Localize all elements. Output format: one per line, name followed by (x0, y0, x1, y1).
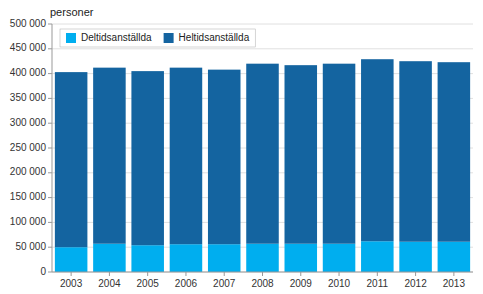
y-tick-label: 0 (40, 266, 46, 277)
y-tick (48, 123, 52, 124)
x-tick (262, 272, 263, 276)
y-tick-label: 500 000 (10, 18, 47, 29)
bar (55, 72, 88, 247)
x-tick-label: 2005 (137, 278, 160, 289)
y-tick (48, 197, 52, 198)
bar (246, 64, 279, 244)
x-tick (339, 272, 340, 276)
series (55, 241, 470, 272)
x-tick-label: 2012 (404, 278, 427, 289)
x-tick-label: 2007 (213, 278, 236, 289)
bar (361, 59, 394, 241)
bar (438, 62, 471, 242)
legend-label: Heltidsanställda (179, 32, 250, 43)
bar (399, 242, 432, 272)
bar (285, 244, 318, 272)
bar (361, 241, 394, 272)
y-tick-label: 350 000 (10, 92, 47, 103)
bar (93, 244, 126, 272)
x-tick (415, 272, 416, 276)
bar (170, 68, 203, 245)
bar (131, 245, 164, 272)
bar (246, 244, 279, 272)
bar (399, 61, 432, 242)
y-axis-line (52, 24, 53, 272)
legend-label: Deltidsanställda (81, 32, 152, 43)
bar (323, 244, 356, 272)
x-tick-label: 2008 (251, 278, 274, 289)
y-axis-label: personer (50, 6, 94, 18)
y-tick-label: 250 000 (10, 142, 47, 153)
x-tick (147, 272, 148, 276)
x-tick-label: 2009 (290, 278, 313, 289)
x-tick (185, 272, 186, 276)
y-tick-label: 400 000 (10, 67, 47, 78)
y-tick (48, 272, 52, 273)
bar (55, 247, 88, 272)
bar (323, 64, 356, 244)
y-tick-label: 450 000 (10, 42, 47, 53)
grid-line (52, 24, 473, 25)
bar (208, 244, 241, 272)
legend: Deltidsanställda Heltidsanställda (60, 29, 255, 47)
x-tick (71, 272, 72, 276)
bar (93, 68, 126, 244)
y-tick (48, 172, 52, 173)
y-grid (52, 24, 473, 272)
y-tick (48, 48, 52, 49)
y-tick-label: 200 000 (10, 166, 47, 177)
x-tick (377, 272, 378, 276)
x-tick (224, 272, 225, 276)
x-tick-label: 2010 (328, 278, 351, 289)
bar (208, 70, 241, 245)
y-tick (48, 98, 52, 99)
y-tick-label: 100 000 (10, 216, 47, 227)
x-axis: 2003 2004 2005 2006 2007 2008 2009 2010 2011 2012… (60, 272, 465, 289)
grid-line (52, 48, 473, 49)
x-tick-label: 2006 (175, 278, 198, 289)
x-tick (453, 272, 454, 276)
y-tick (48, 222, 52, 223)
bar (170, 244, 203, 272)
legend-swatch (164, 33, 174, 43)
x-tick (109, 272, 110, 276)
x-tick-label: 2003 (60, 278, 83, 289)
chart: 0 50 000 100 000 150 000 200 000 250 000 300 0… (0, 0, 483, 294)
bar (131, 71, 164, 245)
x-tick (300, 272, 301, 276)
y-axis: 0 50 000 100 000 150 000 200 000 250 000 300 0… (10, 18, 52, 277)
y-tick-label: 150 000 (10, 191, 47, 202)
y-tick (48, 148, 52, 149)
bar (438, 242, 471, 272)
bar (285, 65, 318, 244)
y-tick-label: 50 000 (15, 241, 46, 252)
y-tick (48, 247, 52, 248)
y-tick (48, 73, 52, 74)
x-tick-label: 2011 (367, 278, 389, 289)
x-tick-label: 2004 (98, 278, 121, 289)
y-tick (48, 24, 52, 25)
legend-frame (60, 29, 255, 47)
legend-swatch (66, 33, 76, 43)
x-tick-label: 2013 (443, 278, 466, 289)
y-tick-label: 300 000 (10, 117, 47, 128)
series (55, 59, 470, 247)
bars (55, 59, 470, 272)
